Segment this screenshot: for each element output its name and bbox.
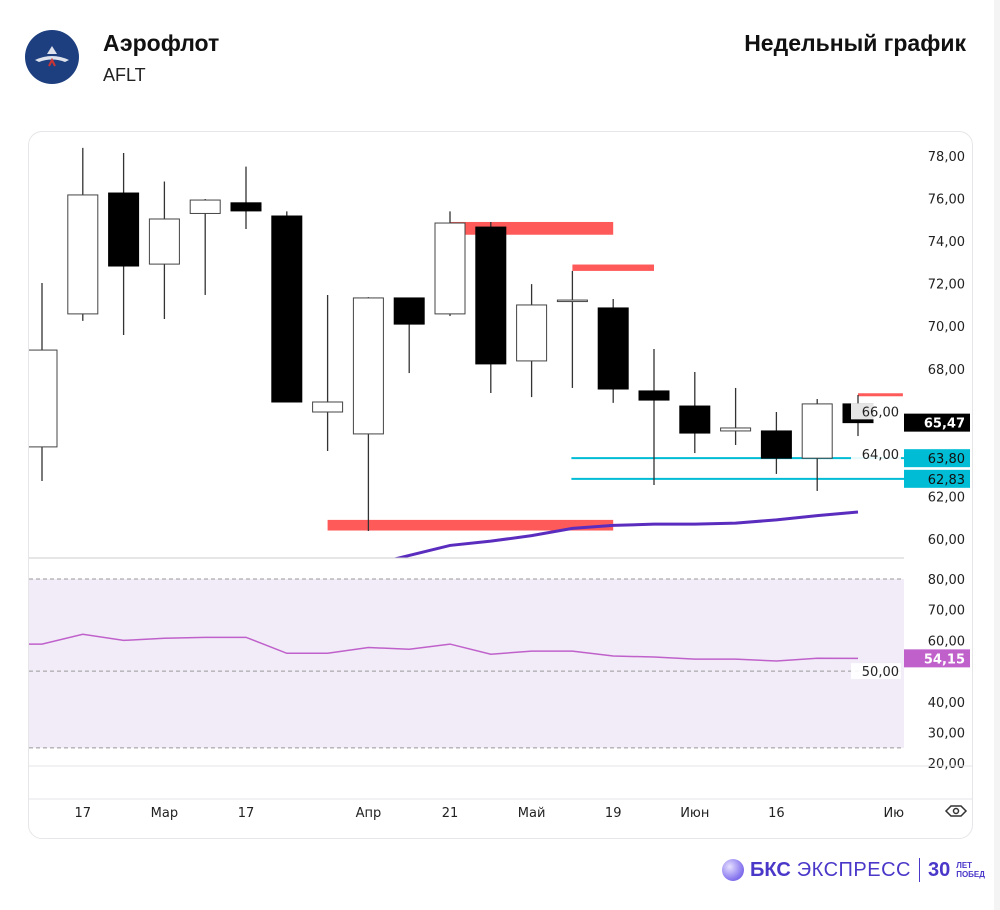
- aeroflot-logo: [25, 30, 79, 84]
- time-tick-label: 19: [605, 806, 622, 821]
- brand-years: 30: [927, 858, 951, 881]
- moving-average-line: [392, 510, 859, 558]
- time-tick-label: Апр: [356, 806, 382, 821]
- candle-bearish: [760, 430, 792, 459]
- eye-icon[interactable]: [944, 805, 968, 817]
- chart-period: Недельный график: [744, 30, 966, 56]
- candle-bearish: [271, 215, 303, 403]
- resistance-zone: [327, 519, 614, 531]
- last-price-badge: [904, 413, 970, 432]
- price-tick-label: 76,00: [928, 193, 965, 208]
- rsi-tick-label: 50,00: [862, 665, 899, 680]
- company-name: Аэрофлот: [103, 30, 220, 56]
- time-tick-label: 17: [238, 806, 255, 821]
- price-tick-label-backing: [851, 445, 901, 462]
- time-tick-label: 17: [75, 806, 92, 821]
- brand-orb-icon: [722, 859, 744, 881]
- candle-bearish: [393, 297, 425, 325]
- candle-bullish: [67, 194, 99, 315]
- candle-bullish: [312, 401, 344, 413]
- resistance-zone: [858, 393, 903, 397]
- candle-bullish: [29, 349, 58, 448]
- time-tick-label: Июн: [680, 806, 709, 821]
- candle-bearish: [230, 202, 262, 212]
- rsi-last-label: 54,15: [924, 652, 965, 667]
- candle-bearish: [475, 226, 507, 365]
- rsi-tick-label: 80,00: [928, 573, 965, 588]
- price-tick-label: 66,00: [862, 405, 899, 420]
- rsi-band: [29, 579, 904, 748]
- last-price-label: 65,47: [924, 417, 965, 432]
- price-tick-label: 62,00: [928, 490, 965, 505]
- resistance-zone: [450, 221, 614, 235]
- price-tick-label: 78,00: [928, 150, 965, 165]
- candle-bullish: [148, 218, 180, 265]
- candle-bullish: [516, 304, 548, 362]
- price-tick-label: 68,00: [928, 363, 965, 378]
- time-tick-label: Мар: [151, 806, 178, 821]
- candle-bullish: [352, 297, 384, 435]
- price-tick-label: 60,00: [928, 533, 965, 548]
- price-tick-label: 70,00: [928, 320, 965, 335]
- ticker: AFLT: [103, 65, 146, 85]
- rsi-last-badge: [904, 649, 970, 668]
- price-plot: [29, 147, 904, 558]
- time-tick-label: 21: [442, 806, 459, 821]
- price-tick-label-backing: [851, 403, 901, 420]
- time-tick-label: Май: [518, 806, 546, 821]
- candle-bearish: [597, 307, 629, 390]
- rsi-tick-label: 20,00: [928, 757, 965, 772]
- level-price-label: 63,80: [928, 452, 965, 467]
- brand-years-caption: ЛЕТ ПОБЕД: [956, 861, 985, 879]
- brand-name-bold: БКС: [750, 858, 791, 881]
- rsi-tick-label-backing: [851, 663, 901, 680]
- candle-bullish: [189, 199, 221, 214]
- resistance-zone: [572, 264, 654, 271]
- level-price-badge: [904, 469, 970, 488]
- eye-icon-pupil: [952, 807, 960, 815]
- rsi-line: [29, 633, 859, 662]
- level-price-label: 62,83: [928, 473, 965, 488]
- candle-bullish: [720, 427, 752, 432]
- eye-icon-outline: [944, 805, 968, 817]
- candle-bearish: [679, 405, 711, 434]
- chart-card: 78,00 76,00 74,00 72,00 70,00 68,00 66,00 64,00…: [28, 131, 973, 839]
- candlestick-chart: 78,00 76,00 74,00 72,00 70,00 68,00 66,00 64,00…: [29, 147, 972, 821]
- time-tick-label: Ию: [883, 806, 904, 821]
- rsi-tick-label: 70,00: [928, 604, 965, 619]
- brand-separator: [918, 858, 920, 882]
- rsi-tick-label: 30,00: [928, 727, 965, 742]
- candle-bullish: [434, 222, 466, 315]
- price-tick-label: 74,00: [928, 235, 965, 250]
- time-tick-label: 16: [768, 806, 785, 821]
- candle-bearish: [108, 192, 140, 267]
- candle-bullish: [556, 299, 588, 303]
- price-tick-label: 64,00: [862, 448, 899, 463]
- rsi-tick-label: 40,00: [928, 696, 965, 711]
- rsi-tick-label: 60,00: [928, 634, 965, 649]
- price-tick-label: 72,00: [928, 278, 965, 293]
- level-price-badge: [904, 449, 970, 468]
- brand-name: ЭКСПРЕСС: [796, 858, 911, 881]
- candle-bearish: [638, 390, 670, 401]
- candle-bullish: [801, 403, 833, 459]
- bcs-express-logo: БКС ЭКСПРЕСС 30 ЛЕТ ПОБЕД: [722, 858, 985, 882]
